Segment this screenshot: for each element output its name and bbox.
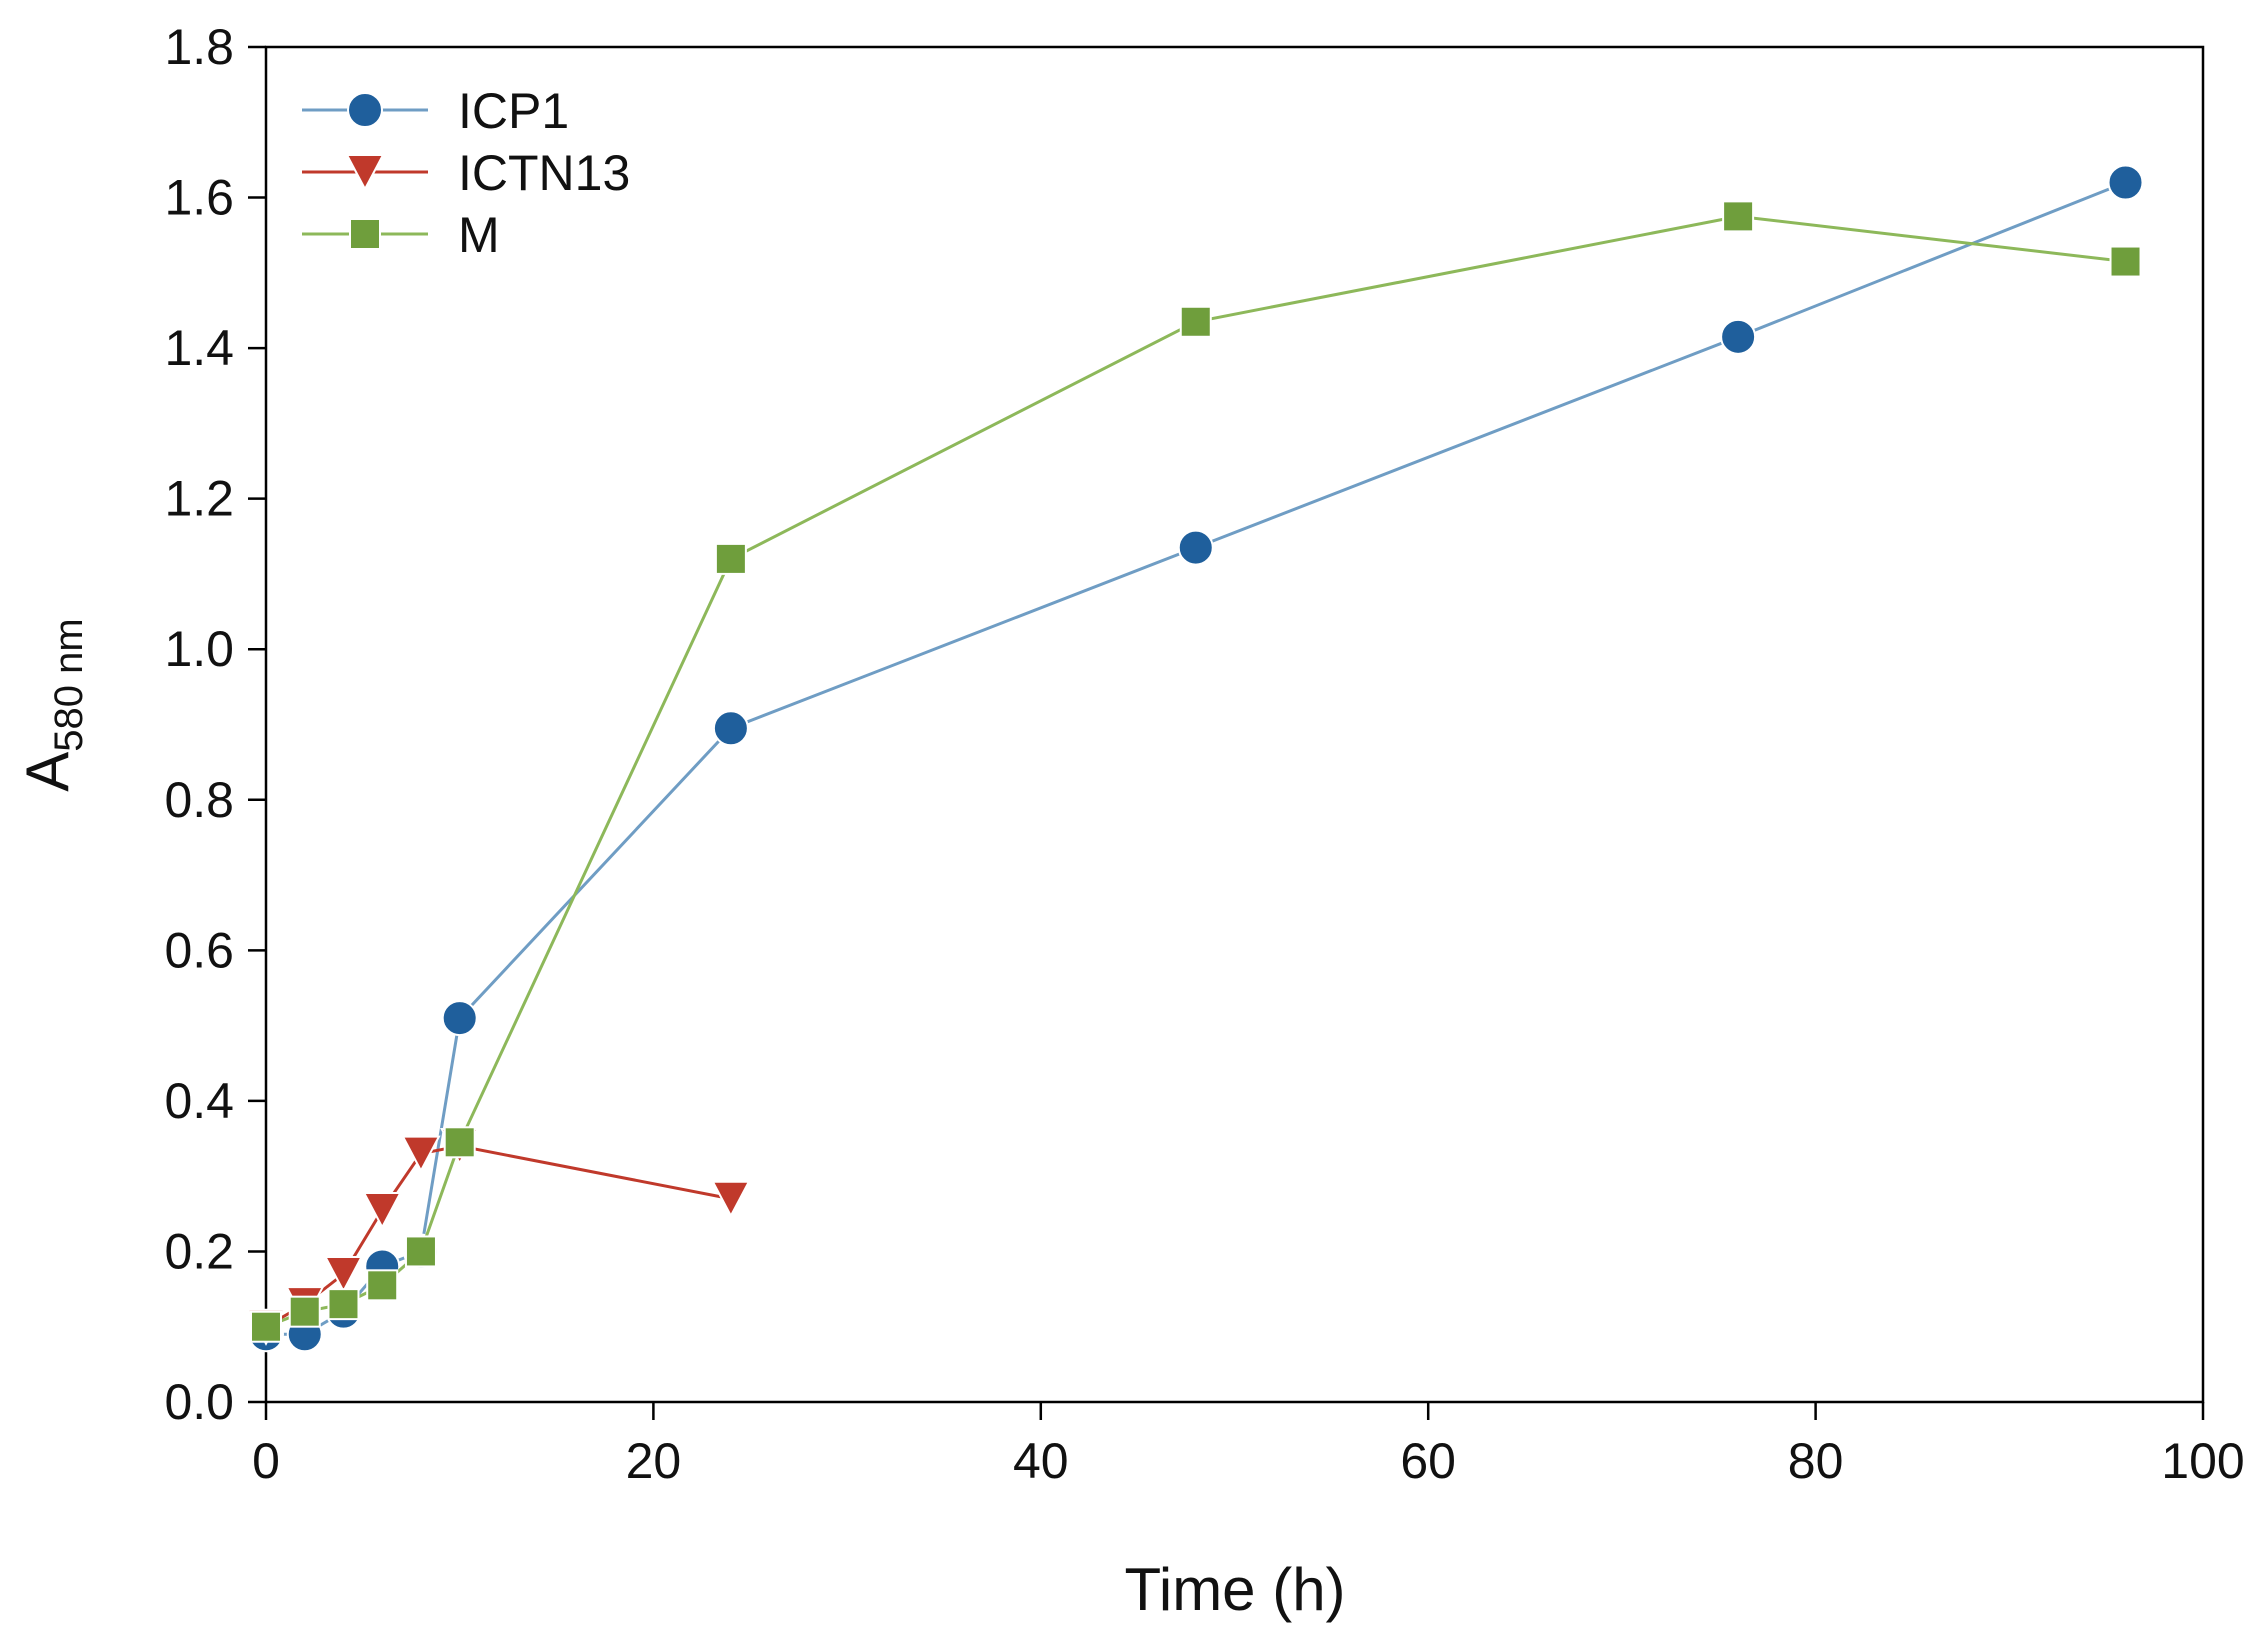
legend-marker-ictn13: [345, 154, 385, 192]
series-ictn13: [246, 1128, 751, 1346]
data-point-m: [1179, 305, 1212, 338]
data-point-m: [288, 1295, 321, 1328]
data-point-ictn13: [362, 1192, 402, 1230]
data-point-icp1: [2107, 164, 2144, 201]
y-axis-title: A580 nm: [14, 618, 91, 791]
y-axis-title-subscript: 580 nm: [47, 618, 91, 751]
legend-marker-m: [349, 218, 381, 250]
axes: 0 20 40 60 80 100 0.0 0.2 0.4 0.6 0.8 1.0 1.2 1.4 1.6 1…: [164, 19, 2244, 1489]
y-tick-label: 1.0: [164, 621, 234, 677]
x-tick-label: 80: [1788, 1433, 1844, 1489]
y-tick-label: 1.6: [164, 170, 234, 226]
data-point-m: [2109, 245, 2142, 278]
x-tick-label: 0: [252, 1433, 280, 1489]
data-point-m: [443, 1126, 476, 1159]
legend-label-ictn13: ICTN13: [458, 145, 630, 201]
data-point-ictn13: [401, 1135, 441, 1173]
data-point-m: [714, 542, 747, 575]
data-point-m: [366, 1269, 399, 1302]
legend-item-ictn13: ICTN13: [302, 145, 630, 201]
legend-label-m: M: [458, 207, 500, 263]
y-tick-label: 1.2: [164, 471, 234, 527]
data-point-icp1: [1720, 318, 1757, 355]
x-tick-label: 20: [626, 1433, 682, 1489]
data-point-ictn13: [711, 1180, 751, 1218]
series-line-m: [265, 214, 2126, 1329]
x-tick-label: 40: [1013, 1433, 1069, 1489]
data-point-m: [327, 1288, 360, 1321]
data-point-icp1: [1177, 529, 1214, 566]
y-tick-label: 0.6: [164, 922, 234, 978]
series-line-icp1: [266, 181, 2127, 1336]
series-m: [250, 200, 2142, 1343]
y-tick-label: 1.8: [164, 19, 234, 75]
y-tick-label: 0.2: [164, 1223, 234, 1279]
x-axis-title: Time (h): [1124, 1556, 1345, 1623]
data-point-ictn13: [323, 1256, 364, 1294]
data-point-m: [404, 1235, 437, 1268]
plot-frame: [264, 45, 2205, 1404]
y-tick-label: 0.4: [164, 1073, 234, 1129]
y-axis-title-main: A: [14, 752, 81, 792]
series-icp1: [248, 164, 2144, 1353]
series-layer: [246, 164, 2144, 1353]
data-point-m: [1722, 200, 1755, 233]
x-tick-label: 100: [2161, 1433, 2244, 1489]
legend: ICP1 ICTN13 M: [302, 83, 630, 263]
y-tick-label: 0.0: [164, 1374, 234, 1430]
data-point-icp1: [441, 1000, 478, 1037]
y-tick-label: 0.8: [164, 772, 234, 828]
data-point-m: [250, 1310, 282, 1343]
legend-item-icp1: ICP1: [302, 83, 569, 139]
x-tick-label: 60: [1400, 1433, 1456, 1489]
legend-label-icp1: ICP1: [458, 83, 569, 139]
legend-item-m: M: [302, 207, 500, 263]
data-point-icp1: [712, 710, 749, 747]
y-tick-label: 1.4: [164, 320, 234, 376]
legend-marker-icp1: [347, 92, 383, 128]
